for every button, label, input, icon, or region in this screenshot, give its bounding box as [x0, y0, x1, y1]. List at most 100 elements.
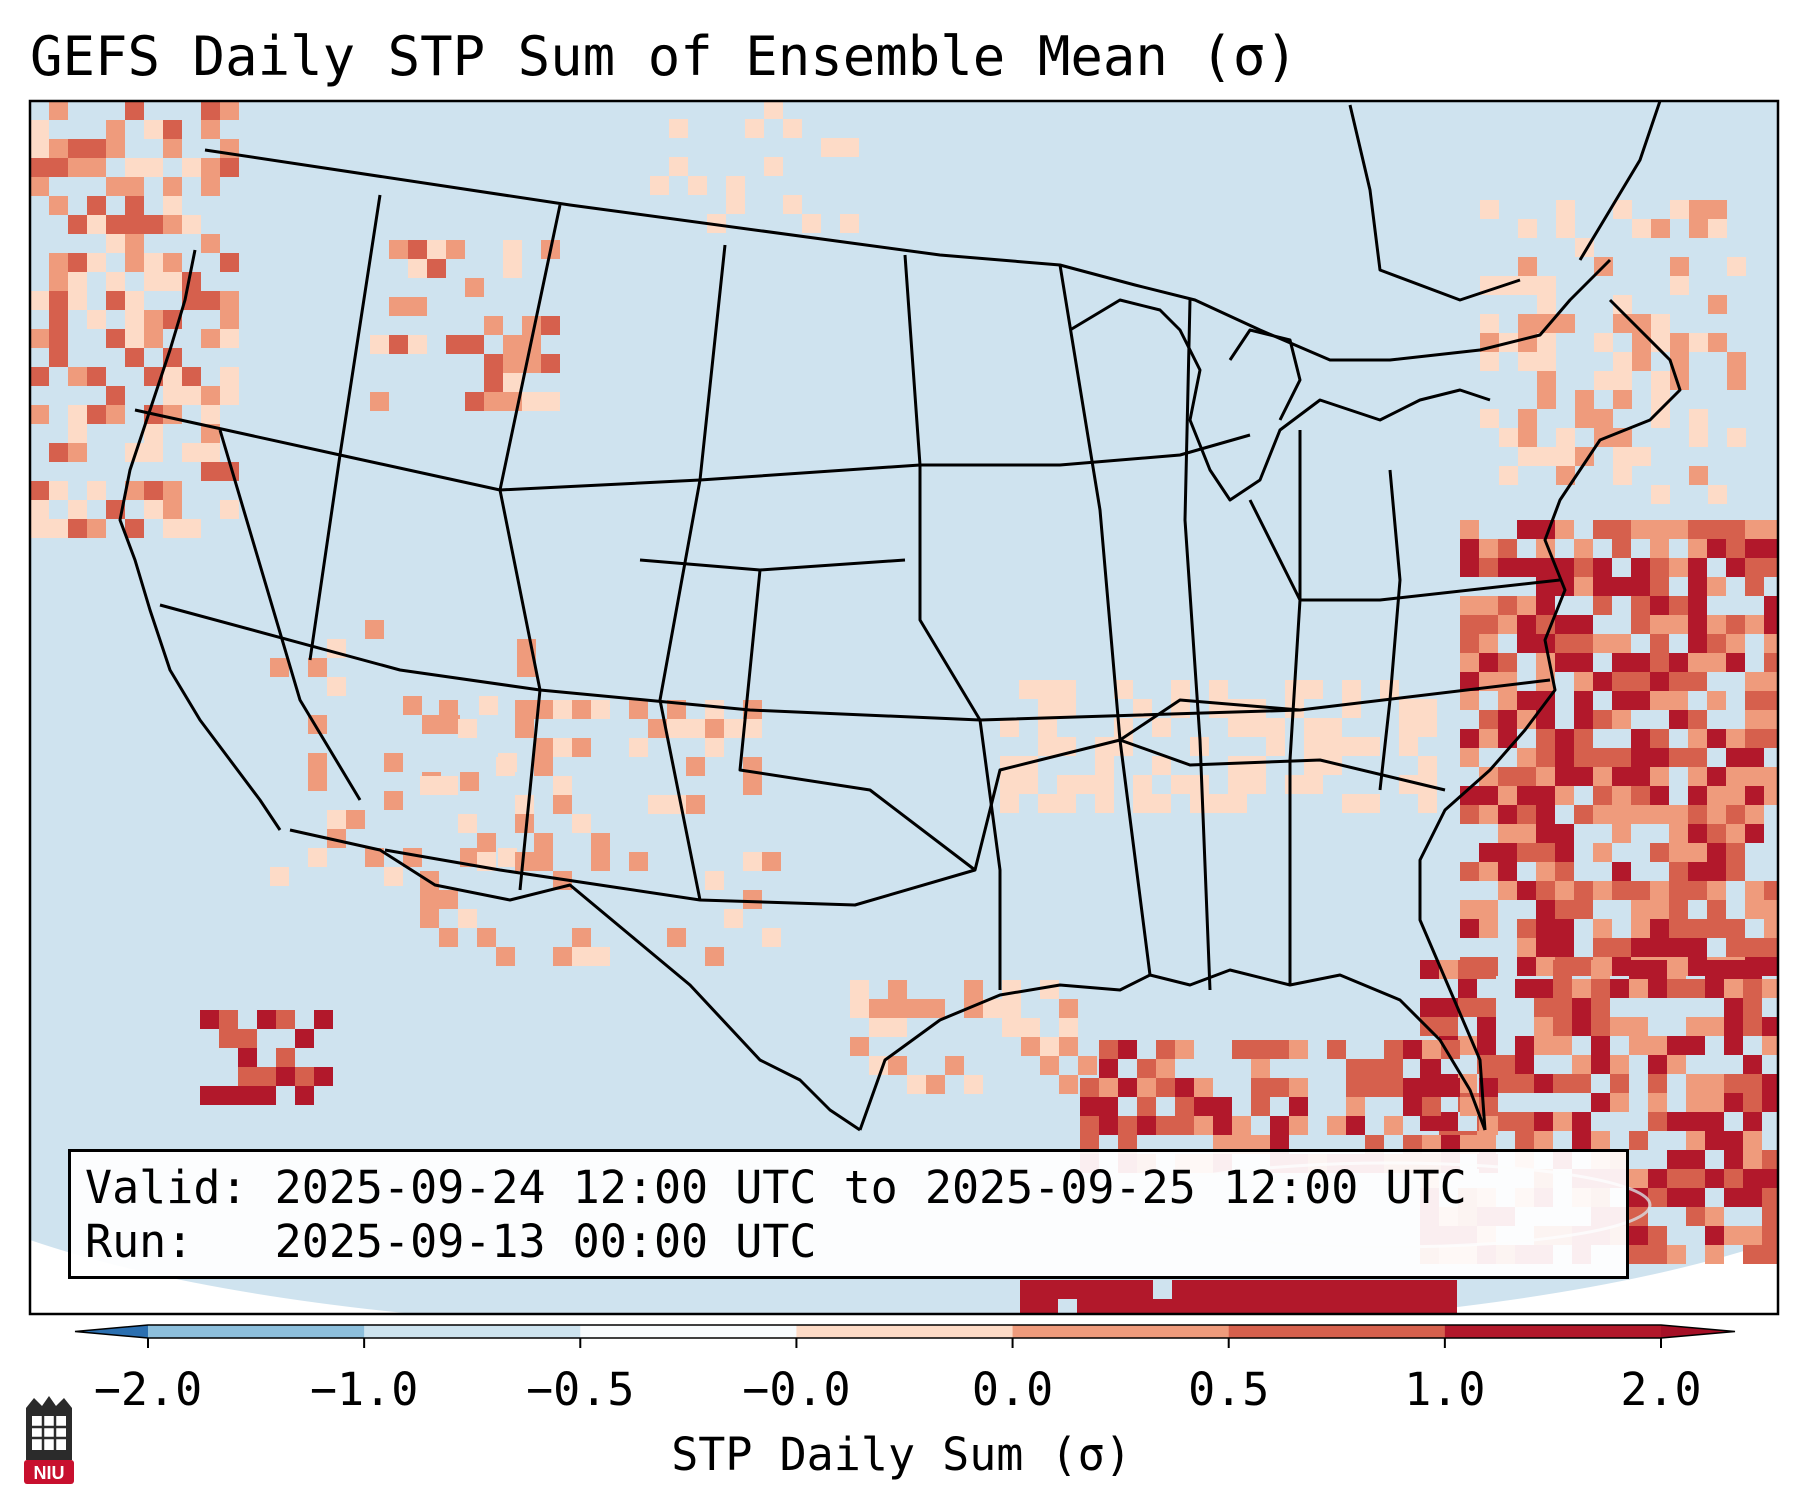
anomaly-cell: [1304, 718, 1323, 737]
anomaly-cell: [1593, 919, 1612, 938]
anomaly-cell: [1534, 1036, 1553, 1055]
anomaly-cell: [163, 120, 182, 139]
anomaly-cell: [1593, 634, 1612, 653]
anomaly-cell: [743, 776, 762, 795]
anomaly-cell: [1593, 520, 1612, 539]
anomaly-cell: [219, 1086, 238, 1105]
anomaly-cell: [144, 253, 163, 272]
anomaly-cell: [1669, 710, 1688, 729]
anomaly-cell: [1078, 1056, 1097, 1075]
anomaly-cell: [1118, 1040, 1137, 1059]
anomaly-cell: [125, 253, 144, 272]
anomaly-cell: [1536, 900, 1555, 919]
anomaly-cell: [1591, 979, 1610, 998]
anomaly-cell: [1133, 775, 1152, 794]
anomaly-cell: [30, 291, 49, 310]
anomaly-cell: [503, 335, 522, 354]
anomaly-cell: [496, 757, 515, 776]
anomaly-cell: [1498, 615, 1517, 634]
anomaly-cell: [276, 1048, 295, 1067]
anomaly-cell: [49, 329, 68, 348]
anomaly-cell: [30, 158, 49, 177]
anomaly-cell: [1743, 1131, 1762, 1150]
anomaly-cell: [1705, 960, 1724, 979]
anomaly-cell: [1743, 1150, 1762, 1169]
anomaly-cell: [1726, 805, 1745, 824]
anomaly-cell: [1593, 672, 1612, 691]
anomaly-cell: [1745, 767, 1764, 786]
anomaly-cell: [1727, 352, 1746, 371]
anomaly-cell: [1667, 1150, 1686, 1169]
anomaly-cell: [1650, 596, 1669, 615]
anomaly-cell: [49, 310, 68, 329]
anomaly-cell: [49, 158, 68, 177]
anomaly-cell: [49, 253, 68, 272]
anomaly-cell: [783, 119, 802, 138]
anomaly-cell: [1593, 843, 1612, 862]
anomaly-cell: [1705, 1131, 1724, 1150]
colorbar-extend-high: [1661, 1325, 1735, 1338]
anomaly-cell: [1191, 1280, 1210, 1299]
anomaly-cell: [1613, 200, 1632, 219]
anomaly-cell: [1764, 710, 1778, 729]
anomaly-cell: [106, 272, 125, 291]
anomaly-cell: [1460, 615, 1479, 634]
anomaly-cell: [1745, 900, 1764, 919]
anomaly-cell: [106, 291, 125, 310]
anomaly-cell: [1190, 794, 1209, 813]
colorbar-segment: [1228, 1325, 1446, 1338]
anomaly-cell: [327, 810, 346, 829]
anomaly-cell: [1764, 615, 1778, 634]
anomaly-cell: [669, 119, 688, 138]
anomaly-cell: [1743, 1188, 1762, 1207]
anomaly-cell: [802, 214, 821, 233]
anomaly-cell: [1631, 729, 1650, 748]
anomaly-cell: [1648, 960, 1667, 979]
anomaly-cell: [200, 1010, 219, 1029]
anomaly-cell: [1479, 558, 1498, 577]
anomaly-cell: [87, 139, 106, 158]
anomaly-cell: [1418, 794, 1437, 813]
anomaly-cell: [220, 253, 239, 272]
anomaly-cell: [1650, 729, 1669, 748]
anomaly-cell: [1707, 881, 1726, 900]
anomaly-cell: [1304, 775, 1323, 794]
anomaly-cell: [1745, 824, 1764, 843]
anomaly-cell: [270, 658, 289, 677]
anomaly-cell: [1726, 862, 1745, 881]
anomaly-cell: [572, 738, 591, 757]
anomaly-cell: [1346, 1059, 1365, 1078]
anomaly-cell: [201, 291, 220, 310]
anomaly-cell: [1175, 1040, 1194, 1059]
anomaly-cell: [1631, 748, 1650, 767]
anomaly-cell: [1724, 1131, 1743, 1150]
anomaly-cell: [1095, 775, 1114, 794]
anomaly-cell: [1629, 1188, 1648, 1207]
anomaly-cell: [1536, 938, 1555, 957]
anomaly-cell: [1000, 794, 1019, 813]
anomaly-cell: [553, 795, 572, 814]
anomaly-cell: [1498, 843, 1517, 862]
anomaly-cell: [724, 719, 743, 738]
anomaly-cell: [1270, 1078, 1289, 1097]
anomaly-cell: [1498, 824, 1517, 843]
anomaly-cell: [1384, 1116, 1403, 1135]
anomaly-cell: [220, 367, 239, 386]
anomaly-cell: [1518, 447, 1537, 466]
colorbar-segment: [580, 1325, 797, 1338]
anomaly-cell: [1591, 960, 1610, 979]
anomaly-cell: [1591, 1055, 1610, 1074]
anomaly-cell: [726, 195, 745, 214]
anomaly-cell: [1745, 938, 1764, 957]
anomaly-cell: [1517, 881, 1536, 900]
anomaly-cell: [650, 176, 669, 195]
anomaly-cell: [1575, 409, 1594, 428]
anomaly-cell: [1518, 257, 1537, 276]
anomaly-cell: [1651, 390, 1670, 409]
anomaly-cell: [1019, 775, 1038, 794]
anomaly-cell: [144, 424, 163, 443]
anomaly-cell: [1574, 710, 1593, 729]
anomaly-cell: [1745, 558, 1764, 577]
anomaly-cell: [1213, 1116, 1232, 1135]
anomaly-cell: [1764, 672, 1778, 691]
